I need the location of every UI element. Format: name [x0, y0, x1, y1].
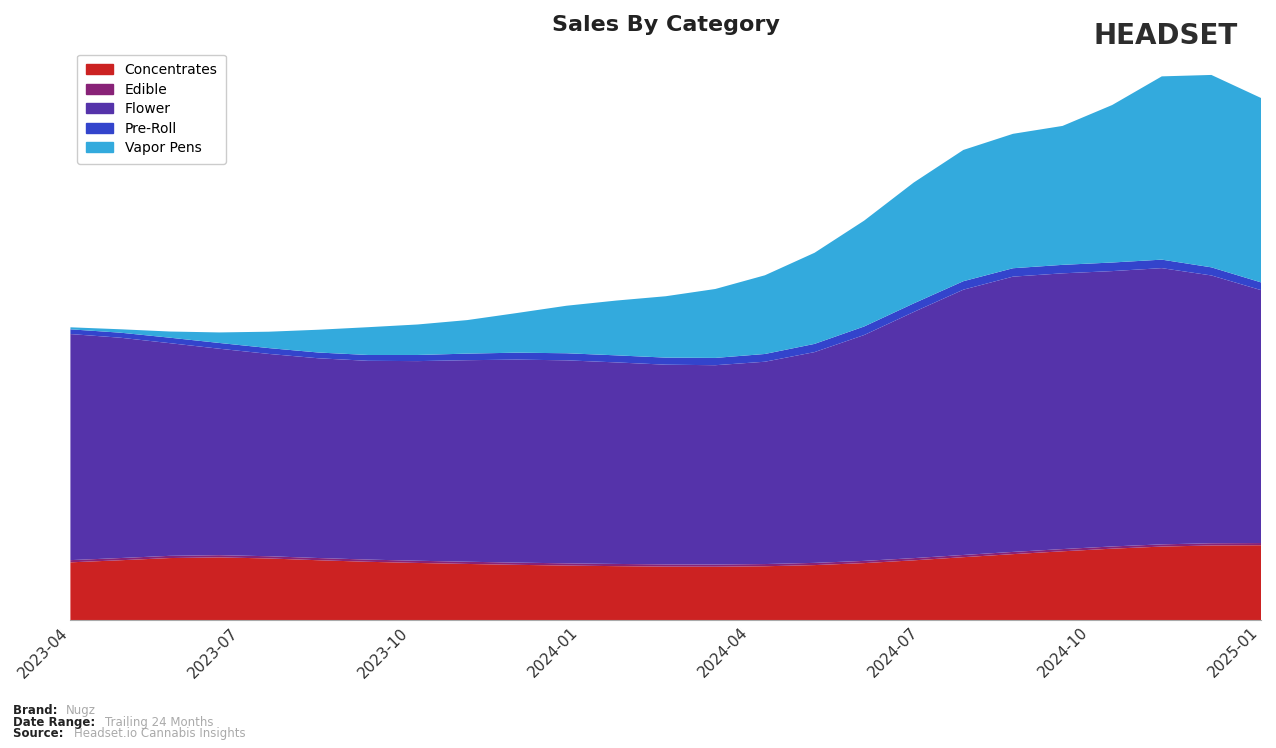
- Text: Date Range:: Date Range:: [13, 716, 100, 729]
- Text: Source:: Source:: [13, 727, 68, 740]
- Legend: Concentrates, Edible, Flower, Pre-Roll, Vapor Pens: Concentrates, Edible, Flower, Pre-Roll, …: [78, 55, 226, 164]
- Text: Brand:: Brand:: [13, 705, 61, 717]
- Text: Headset.io Cannabis Insights: Headset.io Cannabis Insights: [74, 727, 246, 740]
- Text: Nugz: Nugz: [66, 705, 97, 717]
- Text: Trailing 24 Months: Trailing 24 Months: [105, 716, 213, 729]
- Title: Sales By Category: Sales By Category: [551, 15, 780, 35]
- Text: HEADSET: HEADSET: [1094, 22, 1238, 50]
